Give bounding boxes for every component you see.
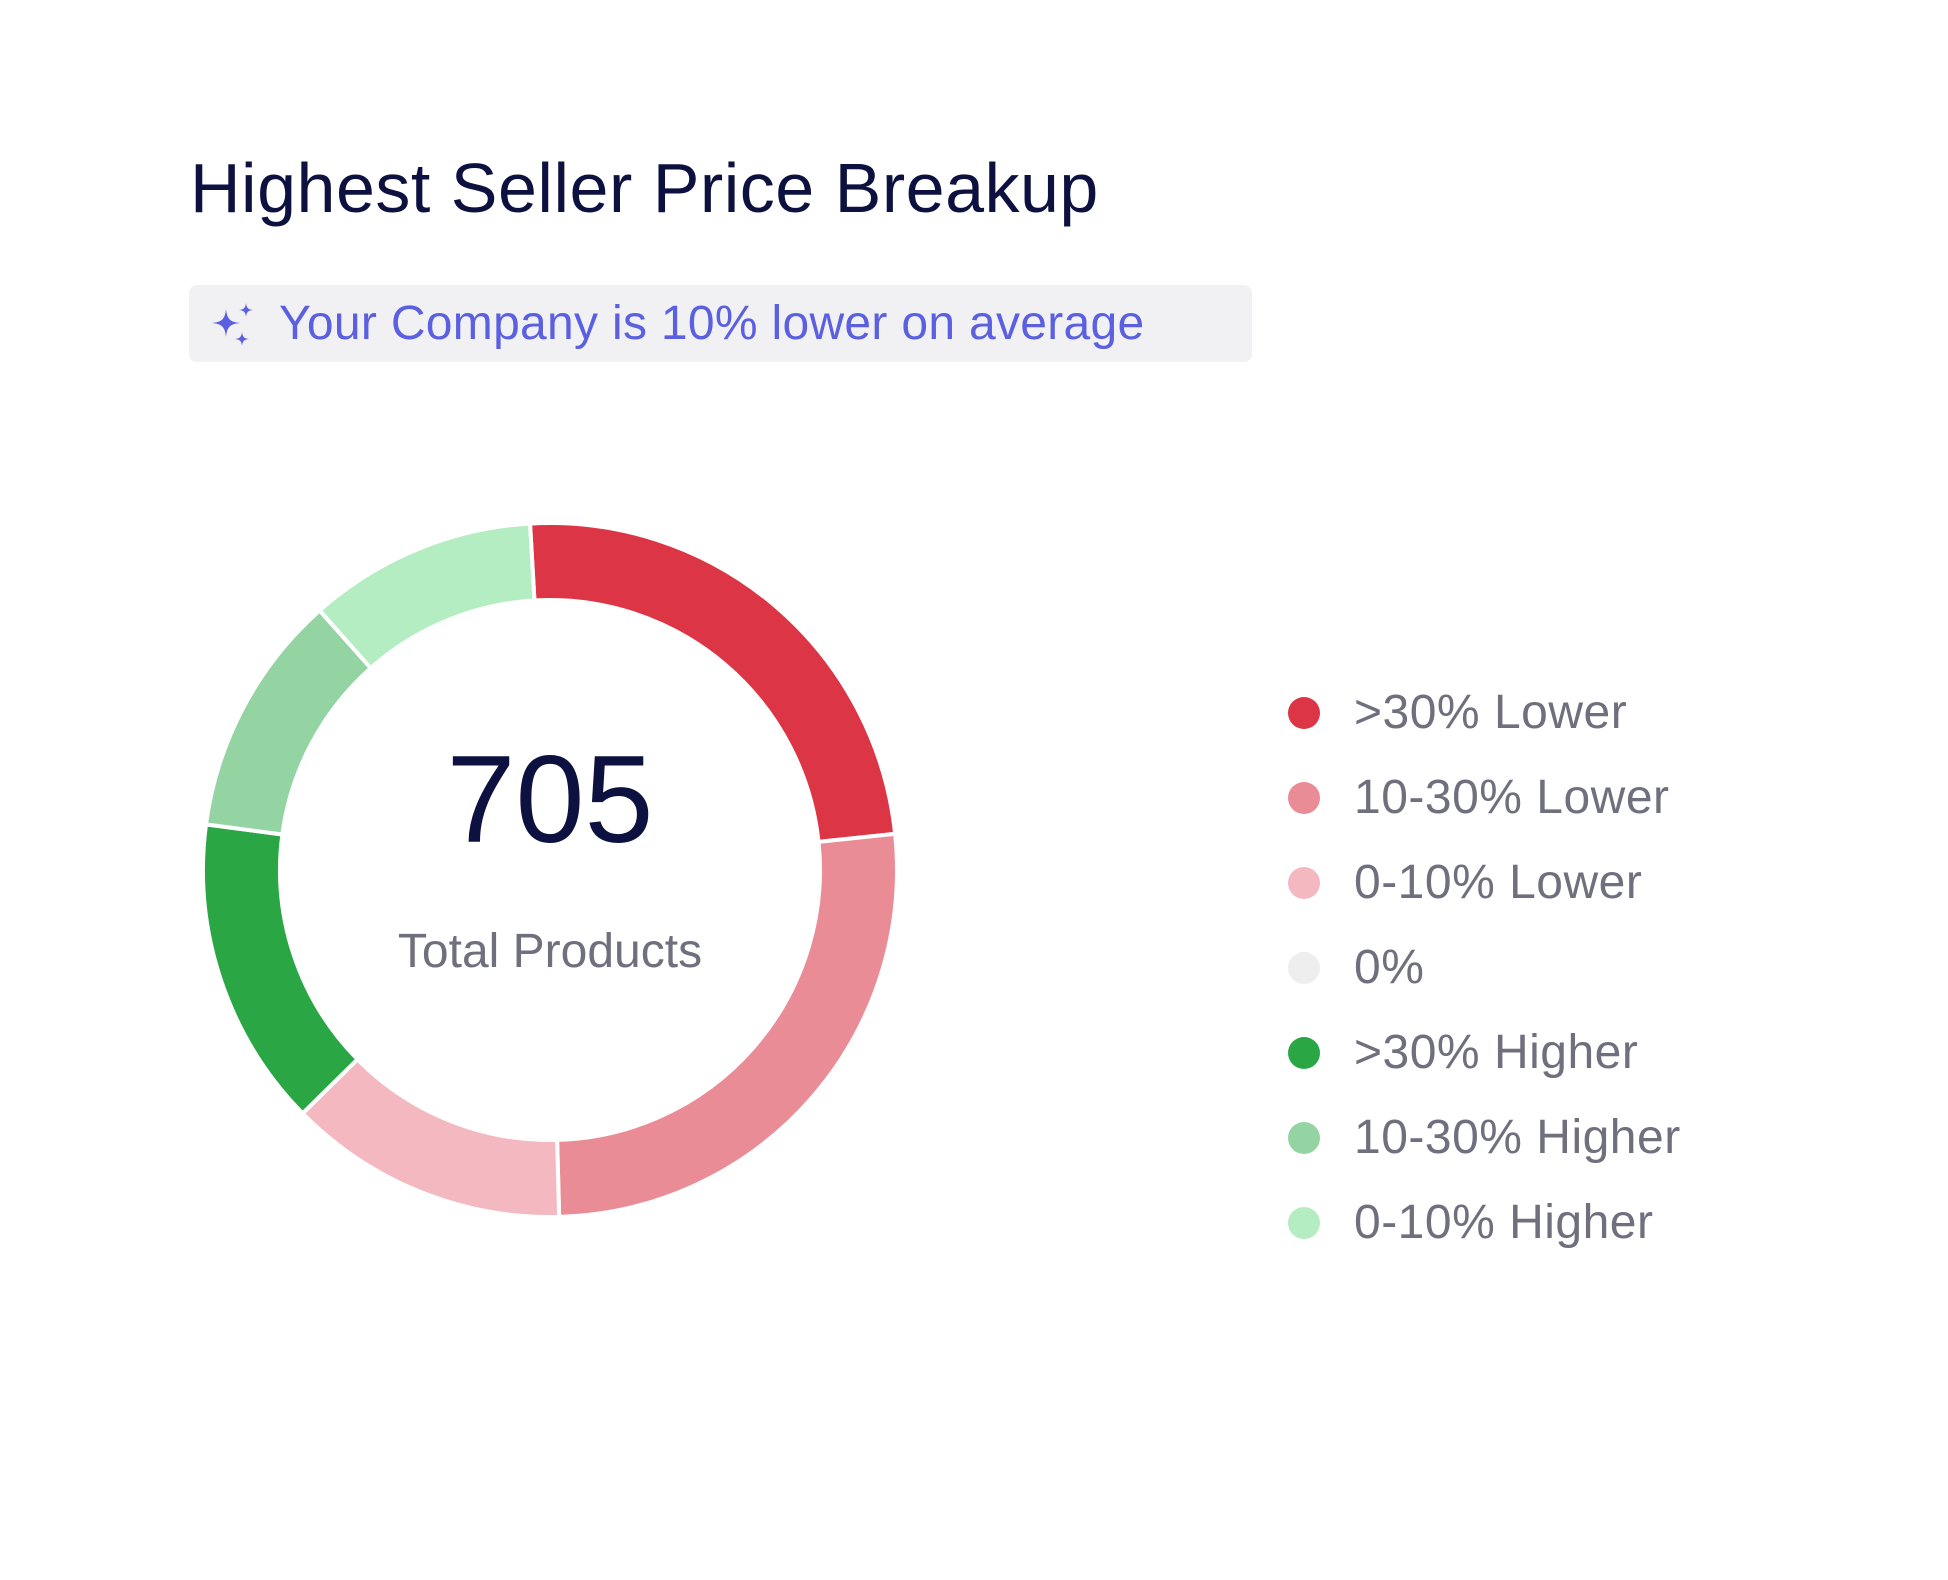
legend-label: >30% Lower: [1354, 686, 1628, 739]
legend-item[interactable]: >30% Lower: [1288, 670, 1681, 755]
donut-slices: [201, 521, 899, 1219]
legend-item[interactable]: 10-30% Higher: [1288, 1095, 1681, 1180]
legend-item[interactable]: 0-10% Lower: [1288, 840, 1681, 925]
insight-banner: Your Company is 10% lower on average: [189, 285, 1252, 362]
chart-title: Highest Seller Price Breakup: [190, 149, 1099, 227]
total-label: Total Products: [398, 925, 702, 978]
donut-slice-1[interactable]: [555, 831, 899, 1219]
legend-item[interactable]: >30% Higher: [1288, 1010, 1681, 1095]
legend-label: 10-30% Lower: [1354, 771, 1670, 824]
legend-dot: [1288, 1121, 1320, 1154]
chart-legend: >30% Lower 10-30% Lower 0-10% Lower 0% >30% …: [1288, 670, 1681, 1265]
legend-label: 0%: [1354, 941, 1425, 994]
legend-dot: [1288, 1036, 1320, 1069]
donut-slice-5[interactable]: [203, 607, 374, 837]
legend-label: 0-10% Higher: [1354, 1196, 1654, 1249]
legend-label: 0-10% Lower: [1354, 856, 1643, 909]
donut-slice-2[interactable]: [299, 1056, 562, 1219]
donut-slice-6[interactable]: [316, 521, 537, 671]
legend-item[interactable]: 10-30% Lower: [1288, 755, 1681, 840]
legend-label: 10-30% Higher: [1354, 1111, 1681, 1164]
insight-text: Your Company is 10% lower on average: [279, 297, 1145, 350]
legend-dot: [1288, 781, 1320, 814]
legend-dot: [1288, 696, 1320, 729]
legend-dot: [1288, 1206, 1320, 1239]
legend-item[interactable]: 0-10% Higher: [1288, 1180, 1681, 1265]
donut-chart: 705 Total Products: [201, 521, 899, 1219]
legend-item[interactable]: 0%: [1288, 925, 1681, 1010]
legend-dot: [1288, 951, 1320, 984]
legend-label: >30% Higher: [1354, 1026, 1639, 1079]
total-value: 705: [447, 731, 654, 869]
sparkles-icon: [209, 300, 257, 348]
donut-slice-4[interactable]: [201, 822, 361, 1117]
legend-dot: [1288, 866, 1320, 899]
